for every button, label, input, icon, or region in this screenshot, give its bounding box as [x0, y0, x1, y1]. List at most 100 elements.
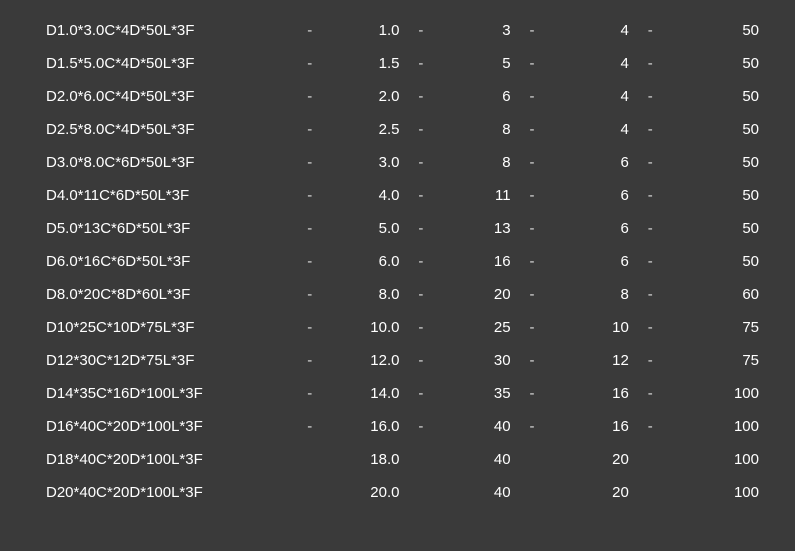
- cell-sep: -: [294, 146, 325, 179]
- cell-sep: -: [294, 344, 325, 377]
- cell-d2: 4: [547, 14, 635, 47]
- cell-sep: -: [294, 410, 325, 443]
- cell-d1: 5.0: [325, 212, 405, 245]
- cell-sep: -: [294, 212, 325, 245]
- cell-sep: -: [635, 344, 666, 377]
- cell-sep: -: [405, 146, 436, 179]
- cell-sep: -: [517, 146, 548, 179]
- cell-d1: 14.0: [325, 377, 405, 410]
- cell-c: 30: [436, 344, 516, 377]
- cell-d1: 1.5: [325, 47, 405, 80]
- cell-sep: -: [405, 344, 436, 377]
- cell-d2: 4: [547, 47, 635, 80]
- cell-sep: -: [294, 245, 325, 278]
- cell-l: 60: [666, 278, 765, 311]
- cell-sep: -: [635, 113, 666, 146]
- table-row: D5.0*13C*6D*50L*3F-5.0-13-6-50: [46, 212, 765, 245]
- cell-code: D10*25C*10D*75L*3F: [46, 311, 294, 344]
- cell-d1: 2.5: [325, 113, 405, 146]
- cell-sep: -: [405, 410, 436, 443]
- cell-sep: -: [635, 410, 666, 443]
- cell-sep: -: [635, 146, 666, 179]
- cell-l: 50: [666, 47, 765, 80]
- cell-code: D12*30C*12D*75L*3F: [46, 344, 294, 377]
- cell-d1: 20.0: [325, 476, 405, 509]
- cell-code: D18*40C*20D*100L*3F: [46, 443, 294, 476]
- cell-d2: 12: [547, 344, 635, 377]
- cell-sep: -: [635, 47, 666, 80]
- cell-c: 3: [436, 14, 516, 47]
- cell-d1: 18.0: [325, 443, 405, 476]
- cell-c: 40: [436, 443, 516, 476]
- cell-sep: -: [405, 113, 436, 146]
- cell-sep: -: [517, 377, 548, 410]
- cell-c: 6: [436, 80, 516, 113]
- cell-l: 50: [666, 179, 765, 212]
- cell-sep: -: [405, 311, 436, 344]
- spec-table: D1.0*3.0C*4D*50L*3F-1.0-3-4-50D1.5*5.0C*…: [46, 14, 765, 509]
- cell-sep: -: [405, 212, 436, 245]
- cell-d1: 16.0: [325, 410, 405, 443]
- cell-c: 8: [436, 113, 516, 146]
- cell-code: D2.5*8.0C*4D*50L*3F: [46, 113, 294, 146]
- cell-code: D8.0*20C*8D*60L*3F: [46, 278, 294, 311]
- cell-code: D6.0*16C*6D*50L*3F: [46, 245, 294, 278]
- table-row: D10*25C*10D*75L*3F-10.0-25-10-75: [46, 311, 765, 344]
- cell-l: 50: [666, 113, 765, 146]
- cell-sep: -: [635, 212, 666, 245]
- cell-l: 50: [666, 14, 765, 47]
- cell-sep: -: [635, 245, 666, 278]
- table-row: D2.0*6.0C*4D*50L*3F-2.0-6-4-50: [46, 80, 765, 113]
- cell-d2: 16: [547, 377, 635, 410]
- table-row: D16*40C*20D*100L*3F-16.0-40-16-100: [46, 410, 765, 443]
- cell-sep: -: [517, 179, 548, 212]
- cell-sep: -: [294, 80, 325, 113]
- cell-d2: 6: [547, 179, 635, 212]
- cell-c: 20: [436, 278, 516, 311]
- cell-l: 50: [666, 146, 765, 179]
- cell-code: D1.5*5.0C*4D*50L*3F: [46, 47, 294, 80]
- cell-sep: -: [635, 80, 666, 113]
- cell-sep: -: [517, 410, 548, 443]
- table-row: D18*40C*20D*100L*3F-18.0-40-20-100: [46, 443, 765, 476]
- cell-l: 100: [666, 476, 765, 509]
- cell-sep: -: [405, 14, 436, 47]
- cell-sep: -: [405, 278, 436, 311]
- cell-l: 75: [666, 344, 765, 377]
- cell-l: 75: [666, 311, 765, 344]
- cell-d1: 4.0: [325, 179, 405, 212]
- cell-l: 100: [666, 443, 765, 476]
- cell-c: 5: [436, 47, 516, 80]
- cell-sep: -: [405, 443, 436, 476]
- cell-c: 11: [436, 179, 516, 212]
- cell-d2: 4: [547, 80, 635, 113]
- cell-sep: -: [294, 113, 325, 146]
- cell-d1: 6.0: [325, 245, 405, 278]
- cell-code: D2.0*6.0C*4D*50L*3F: [46, 80, 294, 113]
- cell-sep: -: [517, 80, 548, 113]
- cell-sep: -: [517, 476, 548, 509]
- cell-d2: 10: [547, 311, 635, 344]
- cell-d2: 6: [547, 245, 635, 278]
- cell-code: D20*40C*20D*100L*3F: [46, 476, 294, 509]
- table-row: D12*30C*12D*75L*3F-12.0-30-12-75: [46, 344, 765, 377]
- cell-d1: 3.0: [325, 146, 405, 179]
- cell-sep: -: [635, 278, 666, 311]
- cell-c: 40: [436, 476, 516, 509]
- table-row: D1.5*5.0C*4D*50L*3F-1.5-5-4-50: [46, 47, 765, 80]
- cell-sep: -: [635, 14, 666, 47]
- cell-sep: -: [517, 443, 548, 476]
- cell-d1: 2.0: [325, 80, 405, 113]
- cell-d2: 20: [547, 476, 635, 509]
- cell-code: D14*35C*16D*100L*3F: [46, 377, 294, 410]
- cell-d2: 8: [547, 278, 635, 311]
- cell-d2: 20: [547, 443, 635, 476]
- cell-c: 13: [436, 212, 516, 245]
- spec-table-container: D1.0*3.0C*4D*50L*3F-1.0-3-4-50D1.5*5.0C*…: [0, 0, 795, 523]
- cell-code: D16*40C*20D*100L*3F: [46, 410, 294, 443]
- cell-sep: -: [517, 344, 548, 377]
- cell-sep: -: [405, 47, 436, 80]
- table-row: D6.0*16C*6D*50L*3F-6.0-16-6-50: [46, 245, 765, 278]
- cell-sep: -: [635, 443, 666, 476]
- cell-d1: 12.0: [325, 344, 405, 377]
